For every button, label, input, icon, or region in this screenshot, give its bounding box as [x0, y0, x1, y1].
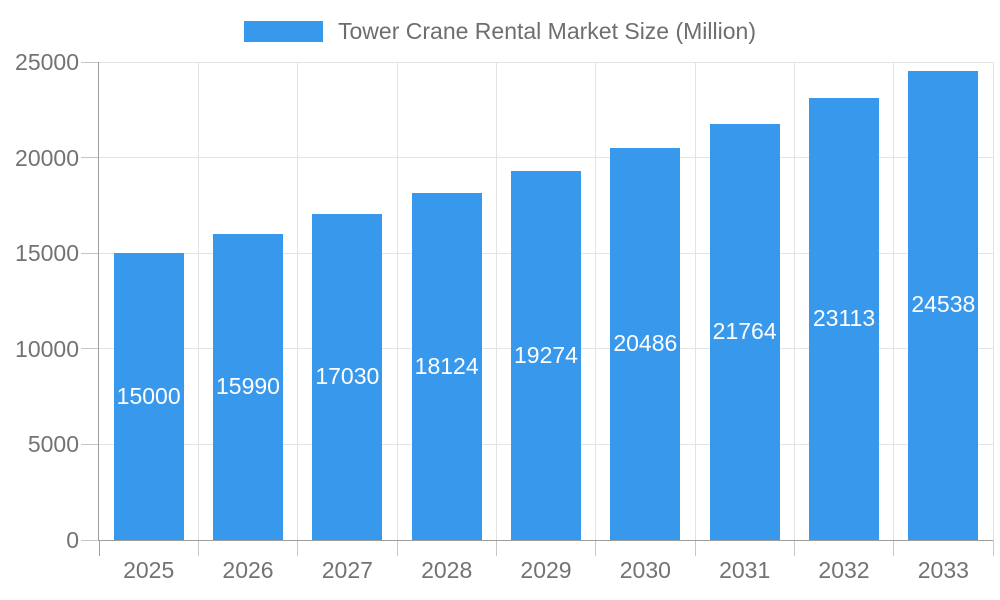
x-axis-tick [595, 540, 597, 556]
bar[interactable] [411, 193, 482, 540]
y-tick-label: 25000 [15, 49, 79, 75]
y-axis-tick [81, 252, 99, 254]
y-axis-tick [81, 61, 99, 63]
bar[interactable] [709, 123, 780, 540]
x-tick-label: 2026 [222, 557, 274, 583]
bar-value-label: 20486 [613, 330, 678, 357]
bar-value-label: 19274 [514, 341, 578, 368]
x-axis-tick [793, 540, 795, 556]
legend-label: Tower Crane Rental Market Size (Million) [338, 18, 756, 44]
v-gridline [992, 62, 994, 540]
v-gridline [297, 62, 299, 540]
bar[interactable] [809, 98, 879, 540]
legend-color-swatch [244, 21, 324, 42]
v-gridline [396, 62, 398, 540]
x-axis-line [98, 540, 993, 541]
x-tick-label: 2031 [719, 557, 771, 583]
x-axis-tick [893, 540, 895, 556]
x-tick-label: 2027 [321, 557, 373, 583]
x-tick-label: 2029 [520, 557, 572, 583]
y-axis-tick [81, 157, 99, 159]
bar[interactable] [610, 148, 681, 540]
v-gridline [893, 62, 895, 540]
x-axis-tick [694, 540, 696, 556]
bar-value-label: 23113 [812, 305, 876, 332]
x-tick-label: 2025 [123, 557, 175, 583]
bar[interactable] [908, 70, 979, 540]
v-gridline [495, 62, 497, 540]
bar[interactable] [113, 253, 184, 540]
v-gridline [694, 62, 696, 540]
y-axis-line [98, 62, 99, 541]
bar-value-label: 15000 [116, 382, 181, 409]
y-tick-label: 20000 [15, 144, 79, 171]
v-gridline [793, 62, 795, 540]
chart-legend[interactable]: Tower Crane Rental Market Size (Million) [0, 18, 1000, 45]
bar-value-label: 15990 [216, 373, 280, 400]
x-axis-tick [396, 540, 398, 556]
y-tick-label: 5000 [27, 431, 79, 458]
bar-value-label: 24538 [911, 291, 976, 318]
bar-value-label: 21764 [712, 317, 777, 344]
bar[interactable] [213, 234, 283, 540]
bar-value-label: 18124 [414, 352, 479, 379]
bar[interactable] [312, 214, 383, 540]
x-axis-tick [98, 540, 100, 556]
y-axis-tick [81, 443, 99, 445]
bar-value-label: 17030 [315, 363, 380, 390]
x-tick-label: 2028 [421, 557, 473, 583]
v-gridline [197, 62, 199, 540]
y-tick-label: 10000 [15, 335, 79, 362]
y-tick-label: 15000 [15, 240, 79, 267]
h-gridline [99, 157, 993, 159]
y-axis-tick [81, 348, 99, 350]
x-tick-label: 2033 [917, 557, 969, 583]
y-axis-tick [81, 539, 99, 541]
bar[interactable] [511, 171, 581, 540]
x-axis-tick [495, 540, 497, 556]
x-tick-label: 2032 [818, 557, 870, 583]
h-gridline [99, 61, 993, 63]
x-axis-tick [992, 540, 994, 556]
y-tick-label: 0 [66, 527, 79, 553]
x-axis-tick [197, 540, 199, 556]
x-axis-tick [297, 540, 299, 556]
x-tick-label: 2030 [619, 557, 671, 583]
v-gridline [595, 62, 597, 540]
